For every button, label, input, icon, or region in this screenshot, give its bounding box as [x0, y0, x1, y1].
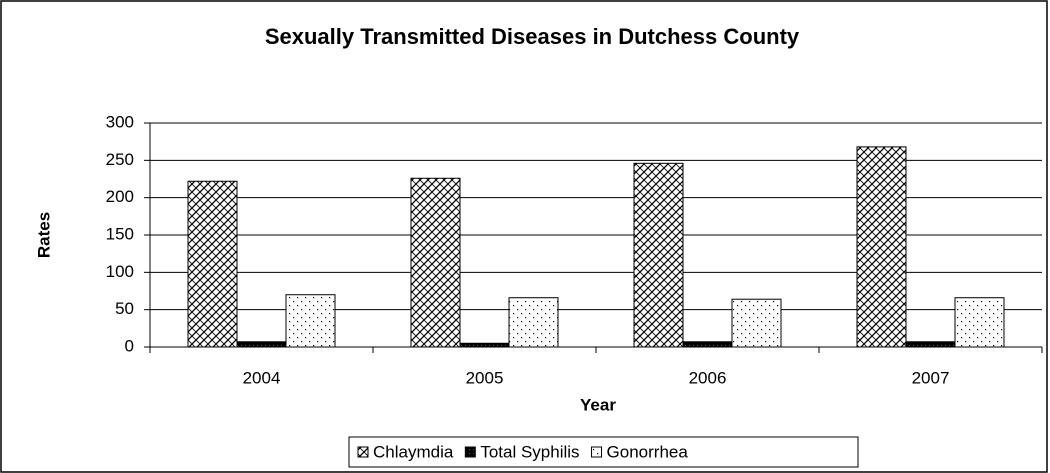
- y-tick-label: 0: [125, 336, 134, 355]
- x-tick-label: 2006: [689, 368, 727, 387]
- y-tick-label: 100: [106, 262, 134, 281]
- bar: [508, 297, 559, 348]
- bar: [459, 342, 510, 348]
- chart-title: Sexually Transmitted Diseases in Dutches…: [264, 24, 800, 49]
- bar: [285, 294, 336, 348]
- legend: [348, 436, 859, 468]
- y-tick-label: 200: [106, 187, 134, 206]
- x-tick-label: 2007: [912, 368, 950, 387]
- y-tick-label: 300: [106, 112, 134, 131]
- bar: [954, 297, 1005, 348]
- legend-swatch: [357, 446, 369, 458]
- bar: [410, 177, 461, 348]
- bar: [731, 298, 782, 348]
- bar: [856, 146, 907, 348]
- bar: [187, 180, 238, 348]
- bar: [633, 162, 684, 348]
- bar: [905, 341, 956, 348]
- bar: [682, 341, 733, 348]
- legend-label: Chlaymdia: [373, 442, 454, 461]
- y-tick-label: 50: [115, 299, 134, 318]
- y-tick-label: 150: [106, 224, 134, 243]
- legend-swatch: [464, 446, 476, 458]
- legend-label: Gonorrhea: [607, 442, 689, 461]
- x-axis-label: Year: [580, 395, 616, 414]
- y-tick-label: 250: [106, 150, 134, 169]
- x-tick-label: 2004: [243, 368, 281, 387]
- legend-label: Total Syphilis: [480, 442, 579, 461]
- bar: [236, 341, 287, 348]
- x-tick-label: 2005: [466, 368, 504, 387]
- legend-swatch: [591, 446, 603, 458]
- y-axis-label: Rates: [34, 212, 53, 258]
